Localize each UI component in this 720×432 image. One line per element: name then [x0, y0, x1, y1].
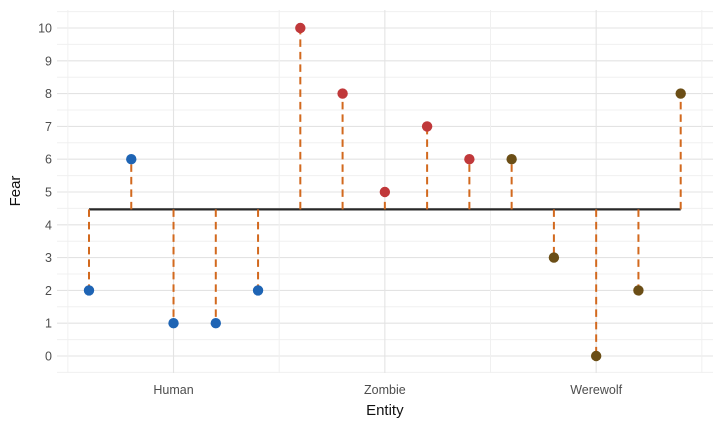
x-tick-label: Zombie	[364, 383, 406, 397]
data-point	[590, 350, 602, 362]
x-tick-label: Werewolf	[570, 383, 622, 397]
y-tick-label: 10	[38, 22, 52, 36]
data-point	[548, 252, 560, 263]
y-tick-label: 9	[45, 54, 52, 68]
y-tick-label: 7	[45, 120, 52, 134]
data-point	[337, 88, 348, 99]
y-tick-label: 1	[45, 317, 52, 331]
data-point	[506, 154, 517, 165]
x-tick-label: Human	[153, 383, 193, 397]
data-point	[464, 154, 475, 165]
y-tick-label: 3	[45, 251, 52, 265]
data-point	[252, 285, 264, 296]
x-axis-title: Entity	[366, 402, 404, 419]
data-point	[421, 121, 433, 132]
y-tick-label: 6	[45, 153, 52, 167]
data-point	[379, 186, 391, 198]
data-point	[295, 22, 306, 34]
data-point	[675, 88, 686, 99]
data-point	[633, 285, 644, 296]
y-axis-title: Fear	[7, 176, 24, 207]
data-point	[210, 318, 221, 329]
y-tick-label: 4	[45, 218, 52, 232]
data-point	[83, 285, 95, 296]
data-point	[126, 154, 137, 165]
y-tick-label: 2	[45, 284, 52, 298]
y-tick-label: 5	[45, 186, 52, 200]
y-tick-label: 8	[45, 87, 52, 101]
data-point	[168, 318, 179, 329]
y-tick-label: 0	[45, 350, 52, 364]
